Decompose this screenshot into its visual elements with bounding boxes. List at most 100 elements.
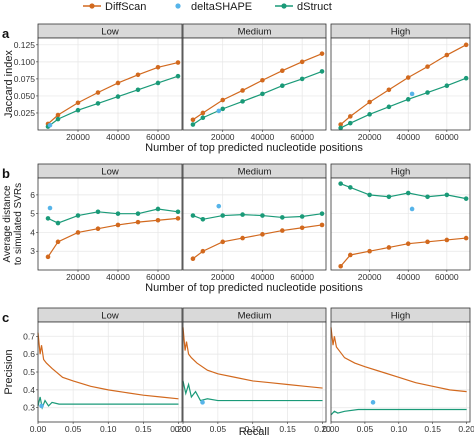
x-tick-label: 40000 <box>106 272 130 282</box>
x-tick-label: 60000 <box>146 272 170 282</box>
data-point-diffscan <box>386 87 392 93</box>
data-point-dstruct <box>135 87 141 93</box>
facet-high: High 20000 40000 60000 <box>330 163 471 282</box>
facet-medium: Medium 20000 40000 60000 <box>182 23 327 142</box>
data-point-diffscan <box>299 225 305 231</box>
data-point-dstruct <box>348 185 353 190</box>
y-axis-label: Jaccard index <box>3 50 15 118</box>
x-tick-label: 60000 <box>435 132 459 142</box>
data-point-dstruct <box>240 99 245 104</box>
data-point-dstruct <box>190 213 196 218</box>
plot-border <box>182 321 327 423</box>
data-point-dstruct <box>155 206 161 212</box>
x-tick-label: 0.20 <box>314 424 331 434</box>
series-line-diffscan <box>340 44 467 126</box>
y-tick-label: 0.4 <box>23 385 35 395</box>
data-point-diffscan <box>115 222 121 228</box>
data-point-dstruct <box>175 73 181 79</box>
data-point-deltashape <box>47 122 53 128</box>
data-point-dstruct <box>115 94 121 99</box>
facet-strip-label: Medium <box>238 167 272 178</box>
data-point-deltashape <box>47 205 53 211</box>
facet-medium: Medium 0.00 0.05 0.10 0.15 0.20 <box>175 307 331 434</box>
data-point-dstruct <box>220 106 226 112</box>
x-tick-label: 40000 <box>106 132 130 142</box>
series-line-diffscan <box>47 217 179 258</box>
series-line-diffscan <box>37 332 179 400</box>
series-line-diffscan <box>182 327 323 389</box>
x-tick-label: 0.10 <box>391 424 408 434</box>
data-point-diffscan <box>348 114 353 119</box>
data-point-dstruct <box>75 107 81 113</box>
data-point-dstruct <box>299 76 305 82</box>
x-tick-label: 60000 <box>290 132 314 142</box>
data-point-dstruct <box>45 216 51 221</box>
data-point-dstruct <box>338 181 343 186</box>
data-point-diffscan <box>200 248 206 254</box>
panel-tag: c <box>2 310 9 325</box>
y-tick-label: 6 <box>30 190 35 200</box>
series-line-dstruct <box>192 70 323 126</box>
legend-key-point <box>89 3 95 9</box>
legend-item: DiffScan <box>83 1 146 13</box>
x-tick-label: 20000 <box>211 272 235 282</box>
x-tick-label: 0.15 <box>424 424 441 434</box>
data-point-diffscan <box>338 263 343 269</box>
data-point-diffscan <box>299 59 305 65</box>
facet-strip-label: Low <box>101 167 119 178</box>
facet-strip-label: Medium <box>238 27 272 38</box>
y-axis-label: Precision <box>3 349 15 394</box>
data-point-diffscan <box>425 64 430 69</box>
x-axis-label: Number of top predicted nucleotide posit… <box>145 282 363 294</box>
data-point-deltashape <box>216 108 222 114</box>
x-tick-label: 60000 <box>435 272 459 282</box>
facet-low: Low 0.00 0.05 0.10 0.15 0.20 <box>30 307 187 434</box>
data-point-dstruct <box>155 80 161 86</box>
data-point-diffscan <box>386 245 392 250</box>
x-tick-label: 60000 <box>290 272 314 282</box>
data-point-diffscan <box>280 68 285 74</box>
data-point-diffscan <box>367 99 372 105</box>
data-point-dstruct <box>260 91 265 97</box>
data-point-dstruct <box>260 213 265 218</box>
x-tick-label: 0.05 <box>357 424 374 434</box>
legend-label: deltaSHAPE <box>191 1 252 13</box>
data-point-dstruct <box>220 213 226 218</box>
data-point-dstruct <box>55 220 61 226</box>
y-tick-label: 5 <box>30 209 35 219</box>
x-tick-label: 20000 <box>66 272 90 282</box>
x-tick-label: 60000 <box>146 132 170 142</box>
plot-border <box>37 177 183 271</box>
data-point-diffscan <box>155 65 161 70</box>
data-point-diffscan <box>75 100 81 106</box>
data-point-deltashape <box>200 400 205 405</box>
x-tick-label: 40000 <box>396 272 420 282</box>
data-point-deltashape <box>409 206 415 212</box>
panel-tag: a <box>2 26 10 41</box>
data-point-dstruct <box>280 83 285 89</box>
x-tick-label: 0.15 <box>135 424 152 434</box>
series-line-diffscan <box>340 237 467 267</box>
data-point-diffscan <box>463 235 469 241</box>
data-point-diffscan <box>175 216 181 221</box>
series-line-diffscan <box>192 224 323 260</box>
data-point-diffscan <box>444 52 450 58</box>
data-point-diffscan <box>155 217 161 223</box>
y-tick-label: 0.025 <box>14 108 36 118</box>
data-point-diffscan <box>135 219 141 225</box>
x-tick-label: 0.15 <box>279 424 296 434</box>
data-point-deltashape <box>39 403 44 409</box>
data-point-diffscan <box>220 97 226 103</box>
data-point-diffscan <box>463 42 469 48</box>
y-axis-label: to simulated SVRs <box>13 183 24 265</box>
data-point-dstruct <box>190 122 196 127</box>
data-point-diffscan <box>220 239 226 245</box>
x-tick-label: 40000 <box>251 132 275 142</box>
data-point-dstruct <box>55 116 61 122</box>
data-point-diffscan <box>338 122 343 127</box>
series-line-diffscan <box>47 61 179 125</box>
x-tick-label: 40000 <box>396 132 420 142</box>
data-point-dstruct <box>95 101 101 106</box>
data-point-dstruct <box>425 194 430 200</box>
